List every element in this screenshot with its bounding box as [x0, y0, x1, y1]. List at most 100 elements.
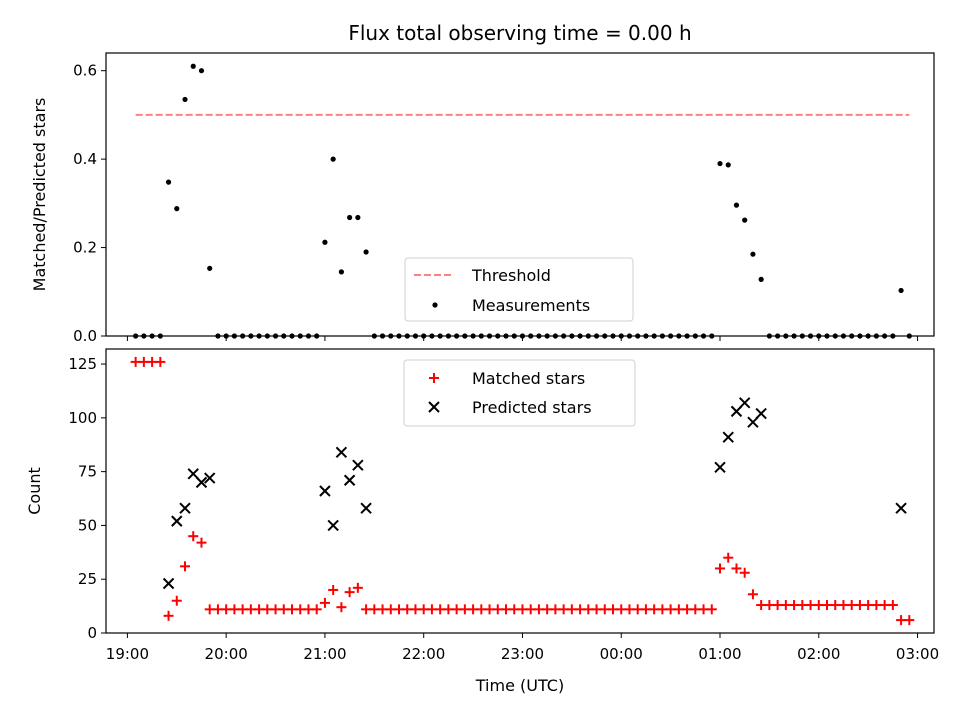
predicted-star-point: [714, 461, 726, 474]
matched-star-point: [155, 356, 166, 367]
matched-star-point: [311, 604, 322, 615]
matched-star-point: [352, 582, 363, 593]
axes-frame: [105, 348, 935, 634]
predicted-star-point: [335, 446, 348, 458]
legend-measurements-label: Measurements: [472, 296, 590, 315]
predicted-star-point: [187, 468, 199, 480]
matched-star-point: [171, 595, 182, 606]
measurement-point: [742, 217, 748, 223]
measurement-point: [758, 276, 764, 282]
cross-b: [722, 431, 734, 443]
x-tick-label: 03:00: [896, 645, 939, 663]
y-tick-label: 0.4: [73, 150, 97, 168]
matched-star-point: [188, 531, 199, 542]
measurement-point: [725, 162, 731, 168]
matched-star-point: [723, 552, 734, 563]
count-panel: 0 25 50 75 100 125 19:00 20:00 21:00 22:00 23:00 00…: [25, 348, 939, 663]
legend-box: [403, 359, 636, 427]
matched-star-point: [887, 600, 898, 611]
chart-title: Flux total observing time = 0.00 h: [348, 21, 691, 45]
predicted-star-point: [203, 472, 216, 484]
cross-b: [730, 405, 743, 418]
predicted-star-point: [327, 519, 339, 532]
matched-star-point: [196, 537, 207, 548]
measurement-point: [717, 160, 723, 167]
x-tick-label: 20:00: [205, 645, 248, 663]
legend-box: [404, 257, 634, 322]
measurement-point: [750, 251, 756, 257]
cross-b: [755, 407, 767, 420]
legend-predicted-swatch: [428, 401, 440, 413]
cross-b: [714, 461, 726, 474]
measurement-point: [338, 269, 344, 275]
measurement-point: [733, 202, 740, 208]
matched-star-point: [336, 602, 347, 613]
legend-matched-label: Matched stars: [472, 369, 585, 388]
measurement-point: [198, 68, 205, 74]
measurement-point: [207, 265, 213, 271]
y-tick-label: 0.2: [73, 239, 97, 257]
predicted-star-point: [179, 502, 191, 514]
x-tick-label: 23:00: [501, 645, 544, 663]
predicted-star-point: [171, 515, 183, 527]
x-tick-label: 02:00: [797, 645, 840, 663]
y-axis-label: Matched/Predicted stars: [30, 98, 49, 292]
cross-b: [187, 468, 199, 480]
measurement-point: [165, 179, 172, 185]
legend-predicted-label: Predicted stars: [472, 398, 592, 417]
legend-threshold-label: Threshold: [471, 266, 551, 285]
cross-b: [327, 519, 339, 532]
predicted-star-point: [319, 485, 331, 497]
matched-star-point: [328, 584, 339, 595]
cross-b: [335, 446, 348, 458]
x-tick-label: 00:00: [600, 645, 643, 663]
measurement-point: [355, 214, 361, 221]
cross-b: [360, 502, 372, 514]
y-tick-label: 0: [87, 624, 97, 642]
predicted-star-point: [895, 502, 907, 514]
y-tick-label: 0.0: [73, 327, 97, 345]
cross-b: [352, 459, 364, 471]
measurement-point: [898, 287, 904, 294]
measurement-point: [330, 156, 336, 162]
legend-matched-swatch: [429, 373, 439, 383]
cross-b: [738, 397, 751, 409]
x-axis-label: Time (UTC): [475, 676, 564, 695]
matched-star-point: [747, 589, 758, 600]
predicted-star-point: [747, 416, 759, 428]
legend: Threshold Measurements: [404, 257, 634, 322]
cross-b: [895, 502, 907, 514]
axes-frame: [105, 52, 935, 337]
legend-measurements-swatch: [432, 302, 438, 308]
matched-star-point: [344, 587, 355, 598]
measurement-point: [174, 206, 180, 212]
legend: Matched stars Predicted stars: [403, 359, 636, 427]
matched-star-point: [739, 567, 750, 578]
y-tick-label: 50: [78, 516, 97, 534]
x-tick-label: 22:00: [402, 645, 445, 663]
matched-star-point: [731, 563, 742, 574]
cross-b: [319, 485, 331, 497]
y-axis-label: Count: [25, 467, 44, 515]
matched-star-point: [715, 563, 726, 574]
predicted-star-point: [755, 407, 767, 420]
y-tick-label: 0.6: [73, 62, 97, 80]
predicted-star-point: [738, 397, 751, 409]
predicted-star-point: [195, 476, 208, 489]
cross-b: [343, 474, 356, 486]
cross-b: [195, 476, 208, 489]
matched-star-point: [706, 604, 717, 615]
x-tick-label: 21:00: [303, 645, 346, 663]
y-tick-label: 25: [78, 570, 97, 588]
matched-star-point: [319, 597, 330, 608]
y-tick-label: 125: [68, 355, 97, 373]
cross-b: [179, 502, 191, 514]
predicted-star-point: [352, 459, 364, 471]
measurement-point: [190, 63, 196, 69]
predicted-star-point: [162, 577, 175, 590]
matched-star-point: [163, 610, 174, 621]
predicted-star-point: [343, 474, 356, 486]
cross-b: [747, 416, 759, 428]
measurement-point: [182, 96, 188, 103]
predicted-star-point: [722, 431, 734, 443]
